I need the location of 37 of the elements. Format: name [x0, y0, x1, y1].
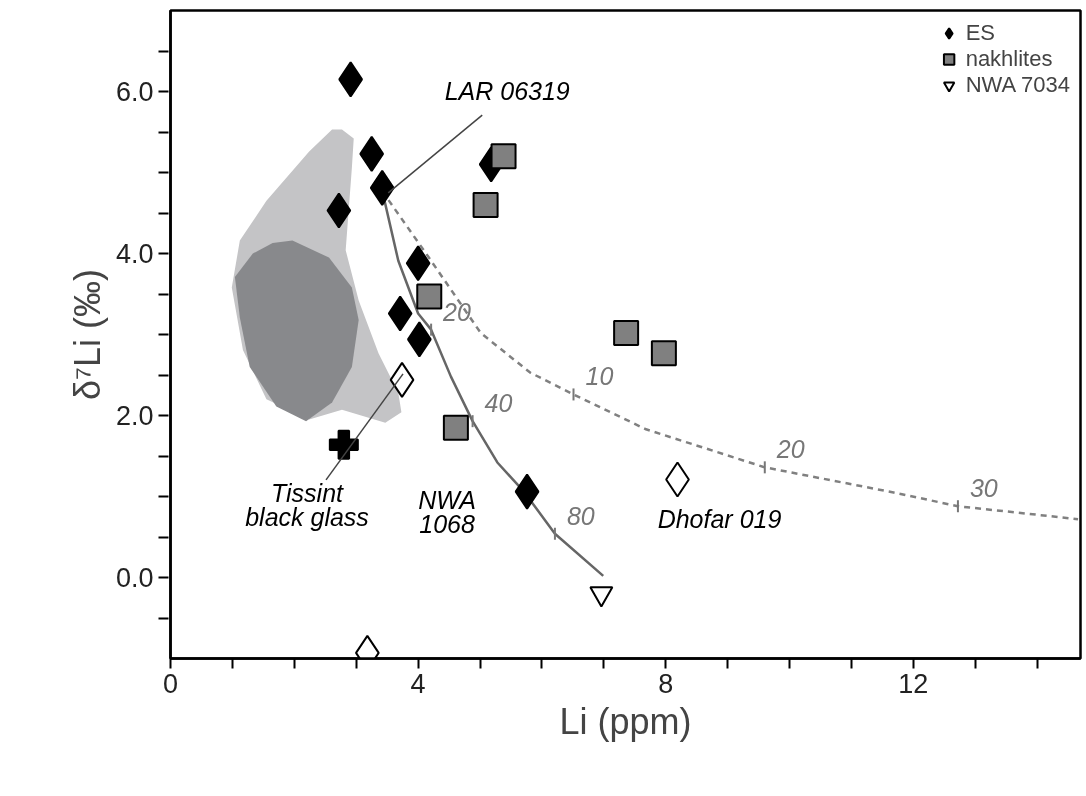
y-tick-label: 2.0: [115, 401, 154, 431]
y-tick-label: 6.0: [115, 77, 154, 107]
point: [387, 295, 413, 332]
annotation: 80: [566, 501, 595, 530]
annotation: Dhofar 019: [657, 505, 782, 534]
y-tick-label: 0.0: [115, 563, 154, 593]
legend-label: NWA 7034: [965, 72, 1070, 98]
annotation: 20: [775, 435, 805, 464]
x-axis-title: Li (ppm): [559, 700, 692, 742]
legend-label: nakhlites: [965, 46, 1053, 72]
y-axis-title: δ⁷Li (‰): [66, 268, 108, 401]
annotation: NWA 1068: [418, 485, 477, 538]
point: [514, 473, 540, 510]
point: [328, 429, 359, 460]
point: [326, 192, 352, 229]
annotation: 10: [585, 362, 614, 391]
x-tick-label: 0: [162, 668, 179, 699]
point: [389, 361, 415, 398]
point: [472, 191, 499, 218]
legend-label: ES: [965, 20, 995, 46]
annotation: 30: [969, 474, 998, 503]
annotation: Tissint black glass: [245, 478, 369, 531]
x-tick-label: 4: [410, 668, 426, 699]
y-tick-label: 4.0: [115, 239, 154, 269]
annotation: 40: [484, 389, 513, 418]
x-tick-label: 12: [898, 668, 929, 699]
annotation: 20: [442, 297, 472, 326]
point: [416, 283, 443, 310]
annotation: LAR 06319: [444, 76, 570, 105]
point: [359, 135, 385, 172]
point: [405, 245, 431, 282]
point: [490, 143, 517, 170]
x-tick-label: 8: [658, 668, 674, 699]
point: [369, 169, 395, 206]
point: [613, 319, 640, 346]
point: [650, 340, 677, 367]
point: [442, 414, 469, 441]
